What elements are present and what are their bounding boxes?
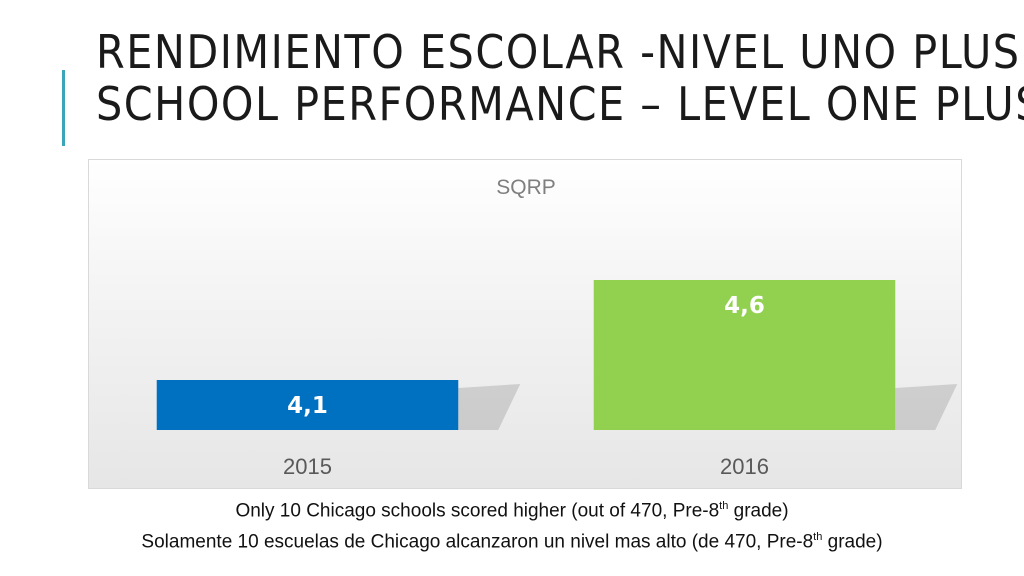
data-label-2015: 4,1 [287,393,328,419]
bar-shadow-2015 [458,384,521,430]
x-tick-label-2016: 2016 [720,454,769,479]
chart-frame: SQRP 4,1 2015 4,6 2016 [88,159,962,489]
data-label-2016: 4,6 [724,293,765,319]
page-title-line-1: RENDIMIENTO ESCOLAR -NIVEL UNO PLUS [96,25,1021,79]
caption-english-text: Only 10 Chicago schools scored higher (o… [235,500,720,522]
bar-2016 [593,280,896,430]
caption-english-sup: th [719,500,729,512]
bar-chart: SQRP 4,1 2015 4,6 2016 [156,176,958,479]
bar-shadow-2016 [895,384,958,430]
x-tick-label-2015: 2015 [283,454,332,479]
caption-english-tail: grade) [728,500,789,522]
title-accent-bar [62,70,65,146]
bar-2015 [156,380,459,430]
chart-title: SQRP [496,176,556,199]
caption-spanish-sup: th [813,531,823,543]
caption-spanish: Solamente 10 escuelas de Chicago alcanza… [0,531,1024,553]
caption-spanish-text: Solamente 10 escuelas de Chicago alcanza… [141,531,814,553]
caption-spanish-tail: grade) [822,531,883,553]
caption-english: Only 10 Chicago schools scored higher (o… [0,500,1024,522]
page-title: RENDIMIENTO ESCOLAR -NIVEL UNO PLUS SCHO… [96,25,1024,131]
page-title-line-2: SCHOOL PERFORMANCE – LEVEL ONE PLUS [96,77,1024,131]
